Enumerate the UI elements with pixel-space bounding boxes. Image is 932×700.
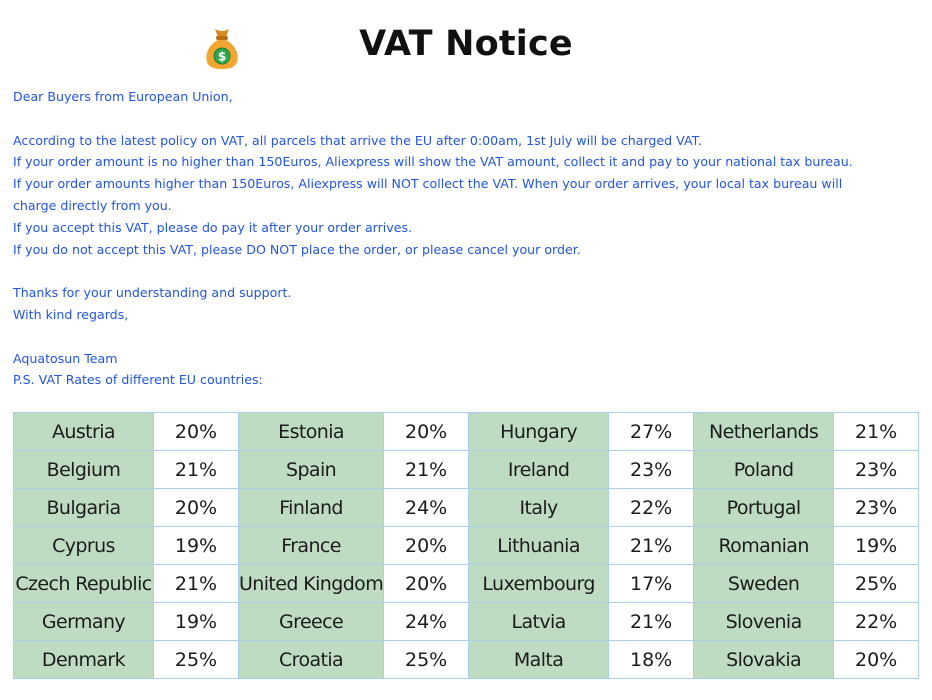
letter-line: According to the latest policy on VAT, a… <box>13 132 702 148</box>
vat-rate-cell: 23% <box>833 488 920 527</box>
vat-rate-cell: 20% <box>153 412 239 451</box>
table-row: Belgium 21% Spain 21% Ireland 23% Poland 23% <box>13 450 920 489</box>
country-cell: Czech Republic <box>13 564 154 603</box>
vat-rate-cell: 19% <box>153 602 239 641</box>
vat-rate-cell: 27% <box>608 412 695 451</box>
letter-line: If you accept this VAT, please do pay it… <box>13 219 413 235</box>
country-cell: Sweden <box>693 564 835 603</box>
letter-line: Dear Buyers from European Union, <box>13 89 233 104</box>
country-cell: Slovakia <box>693 640 835 679</box>
letter-line: If your order amounts higher than 150Eur… <box>13 176 843 192</box>
letter-line: If your order amount is no higher than 1… <box>13 154 853 170</box>
vat-rate-cell: 21% <box>383 450 470 489</box>
country-cell: Estonia <box>237 412 385 451</box>
letter-blank-line <box>13 326 923 348</box>
country-cell: Netherlands <box>693 412 835 451</box>
vat-rate-cell: 21% <box>153 564 239 603</box>
country-cell: Cyprus <box>13 526 154 565</box>
country-cell: Finland <box>237 488 385 527</box>
vat-rate-cell: 20% <box>833 640 920 679</box>
vat-rate-cell: 20% <box>383 526 470 565</box>
vat-rate-cell: 25% <box>153 640 239 679</box>
country-cell: Spain <box>237 450 385 489</box>
table-row: Czech Republic 21% United Kingdom 20% Luxemb… <box>13 564 920 603</box>
page-title: VAT Notice <box>359 24 573 64</box>
country-cell: Slovenia <box>693 602 835 641</box>
vat-rates-table: Austria 20% Estonia 20% Hungary 27% Netherland… <box>13 412 920 679</box>
country-cell: Germany <box>13 602 154 641</box>
vat-rate-cell: 25% <box>383 640 470 679</box>
vat-rate-cell: 19% <box>833 526 920 565</box>
country-cell: Denmark <box>13 640 154 679</box>
vat-rate-cell: 21% <box>833 412 920 451</box>
country-cell: Malta <box>468 640 610 679</box>
vat-rate-cell: 23% <box>608 450 695 489</box>
country-cell: Belgium <box>13 450 154 489</box>
vat-rate-cell: 20% <box>383 564 470 603</box>
country-cell: Latvia <box>468 602 610 641</box>
country-cell: Luxembourg <box>468 564 610 603</box>
country-cell: Hungary <box>468 412 610 451</box>
vat-rate-cell: 21% <box>608 526 695 565</box>
country-cell: Bulgaria <box>13 488 154 527</box>
country-cell: Austria <box>13 412 154 451</box>
table-row: Cyprus 19% France 20% Lithuania 21% Romanian 19… <box>13 526 920 565</box>
letter-line: charge directly from you. <box>13 197 172 213</box>
country-cell: United Kingdom <box>237 564 385 603</box>
country-cell: Croatia <box>237 640 385 679</box>
vat-rate-cell: 18% <box>608 640 695 679</box>
country-cell: Portugal <box>693 488 835 527</box>
table-row: Bulgaria 20% Finland 24% Italy 22% Portugal 23% <box>13 488 920 527</box>
vat-rate-cell: 20% <box>383 412 470 451</box>
vat-rate-cell: 24% <box>383 602 470 641</box>
country-cell: Lithuania <box>468 526 610 565</box>
letter-line: Aquatosun Team <box>13 350 118 366</box>
table-row: Denmark 25% Croatia 25% Malta 18% Slovakia 20% <box>13 640 920 679</box>
vat-rate-cell: 21% <box>153 450 239 489</box>
letter-line: Thanks for your understanding and suppor… <box>13 285 292 301</box>
vat-rate-cell: 17% <box>608 564 695 603</box>
svg-text:$: $ <box>218 50 226 64</box>
table-row: Austria 20% Estonia 20% Hungary 27% Netherland… <box>13 412 920 451</box>
vat-rate-cell: 21% <box>608 602 695 641</box>
country-cell: Ireland <box>468 450 610 489</box>
table-row: Germany 19% Greece 24% Latvia 21% Slovenia 22% <box>13 602 920 641</box>
country-cell: France <box>237 526 385 565</box>
vat-rate-cell: 25% <box>833 564 920 603</box>
vat-rate-cell: 24% <box>383 488 470 527</box>
letter-line: P.S. VAT Rates of different EU countries… <box>13 372 263 388</box>
vat-rate-cell: 22% <box>608 488 695 527</box>
notice-header: $ VAT Notice <box>0 22 932 74</box>
vat-rate-cell: 19% <box>153 526 239 565</box>
country-cell: Poland <box>693 450 835 489</box>
country-cell: Greece <box>237 602 385 641</box>
letter-blank-line <box>13 108 923 130</box>
letter-line: If you do not accept this VAT, please DO… <box>13 241 581 257</box>
vat-rate-cell: 22% <box>833 602 920 641</box>
money-bag-icon: $ <box>206 29 238 69</box>
letter-line: With kind regards, <box>13 306 129 322</box>
vat-rate-cell: 23% <box>833 450 920 489</box>
notice-letter: Dear Buyers from European Union, Accordin… <box>13 86 923 391</box>
letter-blank-line <box>13 260 923 282</box>
country-cell: Italy <box>468 488 610 527</box>
country-cell: Romanian <box>693 526 835 565</box>
vat-rate-cell: 20% <box>153 488 239 527</box>
